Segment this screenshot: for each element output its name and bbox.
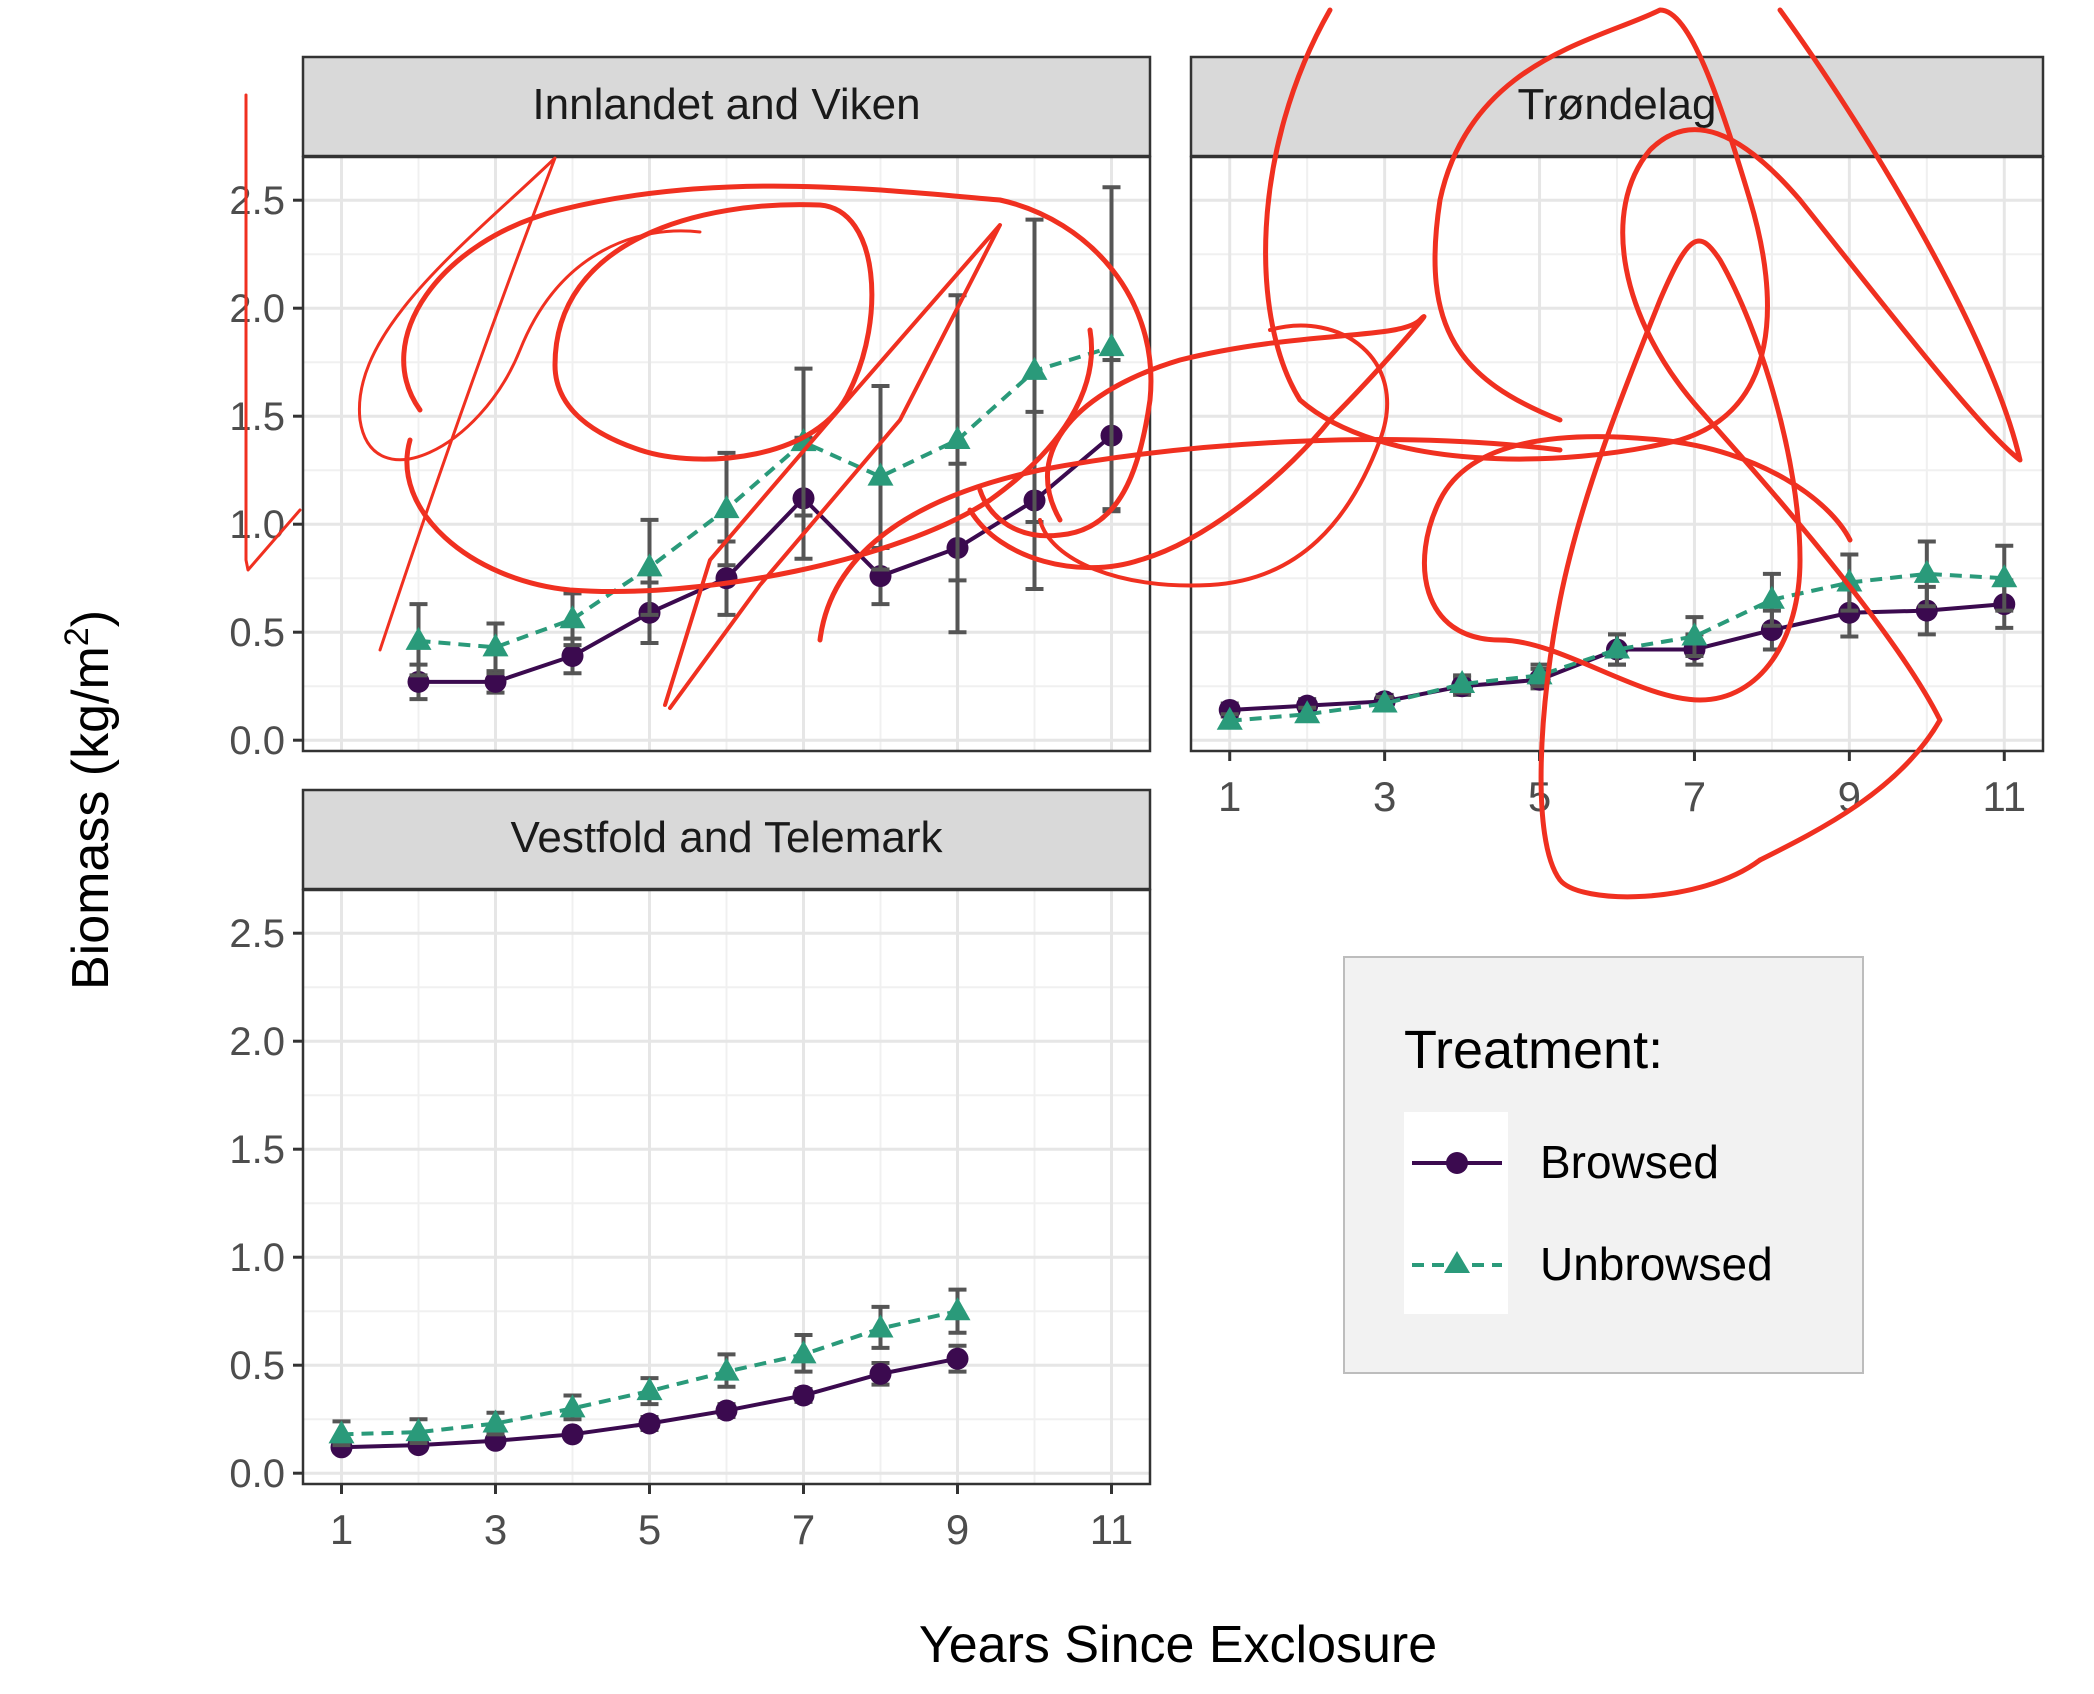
data-point-unbrowsed: [1371, 689, 1398, 713]
data-point-unbrowsed: [559, 605, 586, 629]
data-point-unbrowsed: [405, 1418, 432, 1442]
data-point-unbrowsed: [790, 1340, 817, 1364]
y-axis-title-close: ): [62, 610, 120, 627]
panel-title: Innlandet and Viken: [532, 80, 920, 129]
panel-strip: [1189, 55, 2045, 158]
facet-panels: Innlandet and Viken 0.0 0.5 1.0 1.5 2.0 2.5 Trø…: [229, 55, 2045, 1553]
legend-unbrowsed-label: Unbrowsed: [1540, 1238, 1773, 1290]
y-axis-title-sup: 2: [58, 627, 96, 646]
data-point-unbrowsed: [1604, 635, 1630, 659]
y-tick-label: 1.5: [229, 395, 285, 439]
panel-title: Trøndelag: [1518, 80, 1717, 129]
legend-unbrowsed-marker: [1444, 1251, 1470, 1273]
data-point-browsed: [561, 644, 584, 667]
data-point-unbrowsed: [867, 462, 894, 486]
data-point-unbrowsed: [1758, 585, 1785, 609]
red-scribble-annotations: [244, 7, 2023, 900]
y-tick-label: 2.5: [229, 179, 285, 223]
data-point-browsed: [1838, 601, 1861, 624]
data-point-unbrowsed: [713, 495, 740, 519]
x-tick-label: 5: [638, 1506, 661, 1553]
data-point-unbrowsed: [405, 626, 432, 650]
panel-1: Innlandet and Viken 0.0 0.5 1.0 1.5 2.0 2.5: [229, 55, 1152, 763]
scribble-left-big-loop: [552, 202, 875, 462]
data-point-browsed: [792, 1384, 815, 1407]
scribble-right-big-loop: [1263, 7, 1770, 462]
scribble-middle-loop: [967, 314, 1427, 571]
data-point-browsed: [869, 1362, 892, 1385]
x-tick-label: 7: [1683, 773, 1706, 820]
x-tick-label: 9: [946, 1506, 969, 1553]
data-point-unbrowsed: [636, 553, 663, 577]
legend: Treatment: Browsed Unbrowsed: [1343, 956, 1864, 1374]
y-axis-title-main: Biomass (kg/m: [62, 646, 120, 990]
legend-browsed-label: Browsed: [1540, 1136, 1719, 1188]
data-point-browsed: [561, 1423, 584, 1446]
scribble-center-loop-right: [1038, 323, 1389, 588]
data-point-unbrowsed: [713, 1357, 740, 1381]
data-point-unbrowsed: [1449, 670, 1476, 694]
x-tick-label: 3: [1373, 773, 1396, 820]
data-point-unbrowsed: [1294, 700, 1321, 724]
data-point-unbrowsed: [559, 1394, 586, 1418]
y-tick-label: 2.0: [229, 287, 285, 331]
scribble-left-loop: [357, 156, 702, 652]
legend-title: Treatment:: [1404, 1020, 1663, 1080]
data-point-browsed: [715, 1399, 738, 1422]
y-tick-label: 0.5: [229, 611, 285, 655]
x-tick-label: 1: [1218, 773, 1241, 820]
data-point-unbrowsed: [482, 633, 509, 657]
data-point-unbrowsed: [944, 1297, 971, 1321]
y-tick-label: 1.5: [229, 1128, 285, 1172]
y-tick-label: 0.0: [229, 1452, 285, 1496]
x-tick-label: 11: [1090, 1506, 1134, 1553]
y-tick-label: 2.0: [229, 1020, 285, 1064]
y-tick-label: 0.0: [229, 719, 285, 763]
x-tick-label: 7: [792, 1506, 815, 1553]
y-tick-label: 1.0: [229, 1236, 285, 1280]
data-point-browsed: [638, 1412, 661, 1435]
panel-border: [1189, 155, 2045, 753]
panel-title: Vestfold and Telemark: [510, 813, 943, 862]
data-point-browsed: [946, 1347, 969, 1370]
panel-border: [301, 888, 1152, 1486]
series-line-unbrowsed: [1229, 571, 2005, 723]
panel-strip: [301, 55, 1152, 158]
data-point-unbrowsed: [1836, 568, 1863, 592]
y-axis-title: Biomass (kg/m2): [58, 610, 120, 990]
y-tick-label: 2.5: [229, 912, 285, 956]
data-point-unbrowsed: [1681, 622, 1708, 646]
scribble-right-tall-loop: [1620, 7, 2023, 863]
data-point-unbrowsed: [944, 425, 971, 449]
x-tick-label: 1: [330, 1506, 353, 1553]
data-point-unbrowsed: [328, 1420, 355, 1444]
data-point-unbrowsed: [867, 1314, 894, 1338]
data-point-unbrowsed: [1913, 559, 1940, 583]
x-tick-label: 11: [1982, 773, 2026, 820]
scribble-upper-ellipse: [401, 183, 1154, 539]
scribble-center-connector: [817, 437, 1563, 643]
data-point-unbrowsed: [1216, 706, 1243, 730]
scribble-diagonal-zigzag: [663, 223, 1002, 710]
x-axis-title: Years Since Exclosure: [919, 1616, 1437, 1674]
data-point-unbrowsed: [1098, 333, 1125, 357]
legend-browsed-marker: [1446, 1152, 1468, 1174]
panel-3: Vestfold and Telemark 0.0 0.5 1.0 1.5 2.0 2.5 1…: [229, 788, 1152, 1553]
data-point-unbrowsed: [482, 1409, 509, 1433]
scribble-vertical-stroke: [244, 93, 302, 572]
x-tick-label: 3: [484, 1506, 507, 1553]
scribble-right-lower-loop: [1422, 238, 1853, 900]
data-point-unbrowsed: [1991, 564, 2018, 588]
series-line-browsed: [418, 434, 1113, 684]
data-point-unbrowsed: [1021, 356, 1048, 380]
legend-key-background: [1404, 1112, 1508, 1314]
panel-strip: [301, 788, 1152, 891]
data-point-browsed: [484, 670, 507, 693]
y-tick-label: 1.0: [229, 503, 285, 547]
y-tick-label: 0.5: [229, 1344, 285, 1388]
data-point-unbrowsed: [636, 1377, 663, 1401]
